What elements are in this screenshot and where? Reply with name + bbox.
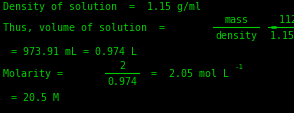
Text: = 20.5 M: = 20.5 M (11, 92, 59, 102)
Text: Density of solution  =  1.15 g/ml: Density of solution = 1.15 g/ml (3, 2, 201, 12)
Text: =  2.05 mol L: = 2.05 mol L (139, 68, 229, 78)
Text: mass: mass (224, 15, 248, 25)
Text: =: = (259, 23, 289, 33)
Text: Thus, volume of solution  =: Thus, volume of solution = (3, 23, 177, 33)
Text: 1120 g: 1120 g (278, 15, 294, 25)
Text: 2: 2 (119, 60, 125, 70)
Text: = 973.91 mL = 0.974 L: = 973.91 mL = 0.974 L (11, 47, 137, 56)
Text: -1: -1 (235, 63, 243, 69)
Text: 1.15 g/mL: 1.15 g/mL (270, 31, 294, 41)
Text: density: density (215, 31, 257, 41)
Text: 0.974: 0.974 (107, 76, 137, 86)
Text: Molarity =: Molarity = (3, 68, 69, 78)
